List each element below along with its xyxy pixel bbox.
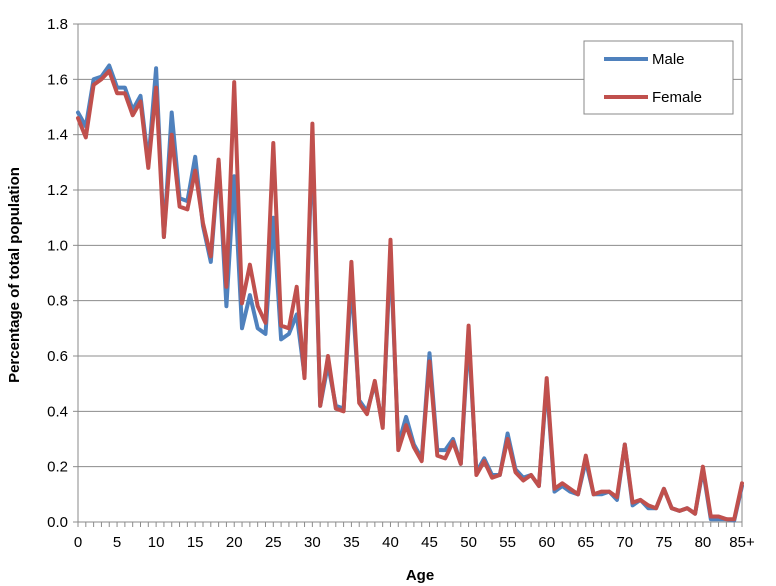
y-tick-label: 1.6 bbox=[47, 71, 68, 88]
x-tick-label: 15 bbox=[187, 534, 204, 551]
x-tick-label: 40 bbox=[382, 534, 399, 551]
y-tick-label: 1.4 bbox=[47, 127, 68, 144]
x-tick-label: 55 bbox=[499, 534, 516, 551]
x-tick-label: 25 bbox=[265, 534, 282, 551]
x-axis-title: Age bbox=[406, 567, 434, 584]
plot-area bbox=[77, 23, 743, 523]
x-tick-label: 65 bbox=[577, 534, 594, 551]
x-tick-label: 50 bbox=[460, 534, 477, 551]
legend-box bbox=[583, 40, 734, 115]
series-line-female bbox=[76, 69, 744, 522]
y-tick-label: 1.8 bbox=[47, 16, 68, 33]
x-axis: 0 5 10 15 20 25 30 35 40 45 50 55 60 65 70 75 80 85+ bbox=[74, 522, 755, 551]
y-tick-label: 0.8 bbox=[47, 293, 68, 310]
legend-label-male: Male bbox=[652, 51, 685, 68]
x-tick-label: 0 bbox=[74, 534, 82, 551]
legend-label-female: Female bbox=[652, 89, 702, 106]
y-axis: 0.0 0.2 0.4 0.6 0.8 1.0 1.2 1.4 1.6 1.8 bbox=[47, 16, 78, 531]
x-tick-label: 60 bbox=[538, 534, 555, 551]
y-tick-label: 0.4 bbox=[47, 403, 68, 420]
x-tick-label: 45 bbox=[421, 534, 438, 551]
x-tick-label: 10 bbox=[148, 534, 165, 551]
x-tick-label: 70 bbox=[616, 534, 633, 551]
y-tick-label: 0.2 bbox=[47, 459, 68, 476]
y-axis-title: Percentage of total population bbox=[6, 167, 23, 383]
series-layer bbox=[76, 63, 744, 523]
x-tick-label: 20 bbox=[226, 534, 243, 551]
x-tick-label: 85+ bbox=[729, 534, 755, 551]
x-tick-label: 80 bbox=[695, 534, 712, 551]
x-tick-label: 30 bbox=[304, 534, 321, 551]
x-tick-label: 35 bbox=[343, 534, 360, 551]
y-tick-label: 1.2 bbox=[47, 182, 68, 199]
x-tick-label: 75 bbox=[656, 534, 673, 551]
y-tick-label: 1.0 bbox=[47, 237, 68, 254]
y-tick-label: 0.0 bbox=[47, 514, 68, 531]
legend: Male Female bbox=[583, 40, 734, 115]
series-line-male bbox=[76, 63, 744, 523]
y-tick-label: 0.6 bbox=[47, 348, 68, 365]
x-tick-label: 5 bbox=[113, 534, 121, 551]
